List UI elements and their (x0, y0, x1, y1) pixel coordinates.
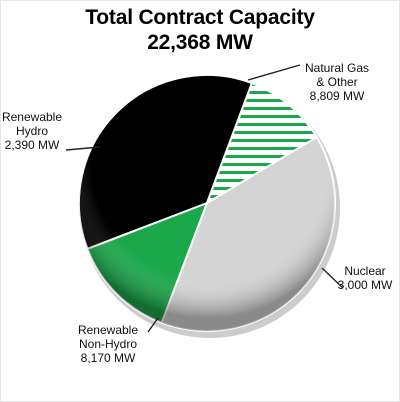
leader-line (65, 146, 101, 151)
leader-line (147, 317, 159, 333)
slice-label: Nuclear 3,000 MW (338, 264, 393, 292)
leader-line (321, 267, 344, 289)
slice-label: Renewable Non-Hydro 8,170 MW (78, 323, 138, 365)
pie-shading (79, 75, 335, 331)
slice-label: Renewable Hydro 2,390 MW (2, 110, 62, 152)
chart-title: Total Contract Capacity (85, 6, 315, 29)
leader-line (247, 64, 301, 81)
chart-subtitle: 22,368 MW (147, 31, 253, 54)
slice-label: Natural Gas & Other 8,809 MW (305, 61, 369, 103)
